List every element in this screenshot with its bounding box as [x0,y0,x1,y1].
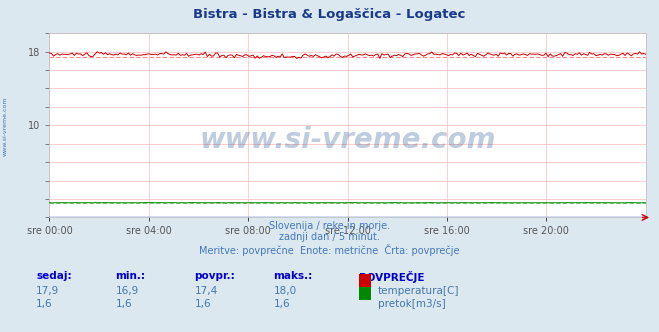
Text: Bistra - Bistra & Logaščica - Logatec: Bistra - Bistra & Logaščica - Logatec [193,8,466,21]
Text: 18,0: 18,0 [273,286,297,295]
Text: 17,4: 17,4 [194,286,217,295]
Text: Meritve: povprečne  Enote: metrične  Črta: povprečje: Meritve: povprečne Enote: metrične Črta:… [199,244,460,256]
Text: zadnji dan / 5 minut.: zadnji dan / 5 minut. [279,232,380,242]
Text: 1,6: 1,6 [36,299,53,309]
Text: www.si-vreme.com: www.si-vreme.com [3,96,8,156]
Text: Slovenija / reke in morje.: Slovenija / reke in morje. [269,221,390,231]
Text: maks.:: maks.: [273,271,313,281]
Text: www.si-vreme.com: www.si-vreme.com [200,126,496,154]
Text: temperatura[C]: temperatura[C] [378,286,459,295]
Text: POVPREČJE: POVPREČJE [359,271,424,283]
Text: 17,9: 17,9 [36,286,59,295]
Text: povpr.:: povpr.: [194,271,235,281]
Text: 16,9: 16,9 [115,286,138,295]
Text: sedaj:: sedaj: [36,271,72,281]
Text: 1,6: 1,6 [115,299,132,309]
Text: min.:: min.: [115,271,146,281]
Text: 1,6: 1,6 [273,299,290,309]
Text: pretok[m3/s]: pretok[m3/s] [378,299,445,309]
Text: 1,6: 1,6 [194,299,211,309]
